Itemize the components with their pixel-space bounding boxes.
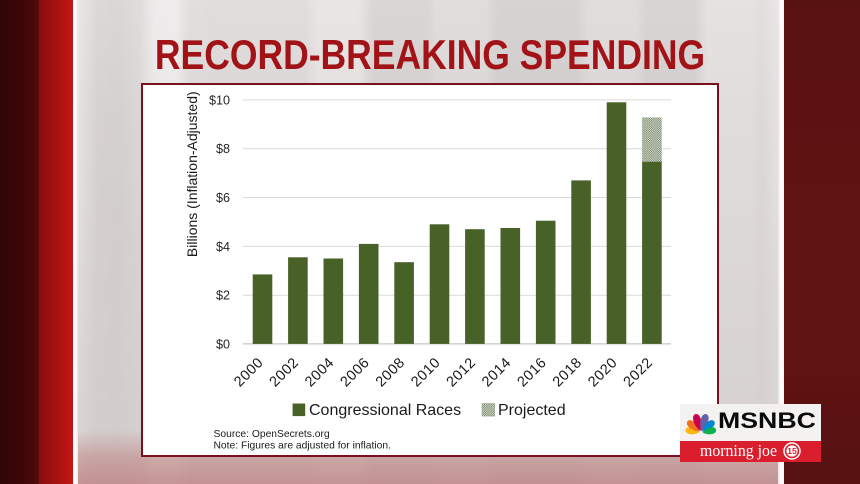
svg-text:$2: $2 [215, 289, 229, 303]
svg-text:2000: 2000 [231, 355, 267, 391]
svg-text:$4: $4 [215, 240, 229, 254]
svg-text:Billions (Inflation-Adjusted): Billions (Inflation-Adjusted) [184, 91, 200, 257]
svg-text:2012: 2012 [443, 355, 479, 391]
svg-text:2020: 2020 [585, 355, 621, 391]
svg-text:2006: 2006 [337, 355, 373, 391]
svg-text:2018: 2018 [549, 355, 585, 391]
svg-text:$8: $8 [215, 142, 229, 156]
svg-text:2010: 2010 [408, 355, 444, 391]
svg-text:2014: 2014 [479, 355, 515, 391]
svg-text:Source: OpenSecrets.org: Source: OpenSecrets.org [213, 429, 329, 440]
svg-text:2016: 2016 [514, 355, 550, 391]
svg-text:$6: $6 [215, 191, 229, 205]
svg-text:2004: 2004 [302, 355, 338, 391]
svg-text:2002: 2002 [266, 355, 302, 391]
svg-text:$10: $10 [208, 93, 229, 107]
svg-text:15: 15 [787, 446, 797, 456]
svg-text:2022: 2022 [620, 355, 656, 391]
svg-text:$0: $0 [215, 337, 229, 351]
svg-text:Congressional Races: Congressional Races [309, 402, 461, 419]
svg-text:Projected: Projected [498, 402, 566, 419]
svg-text:2008: 2008 [372, 355, 408, 391]
svg-text:Note: Figures are adjusted for: Note: Figures are adjusted for inflation… [213, 440, 390, 451]
